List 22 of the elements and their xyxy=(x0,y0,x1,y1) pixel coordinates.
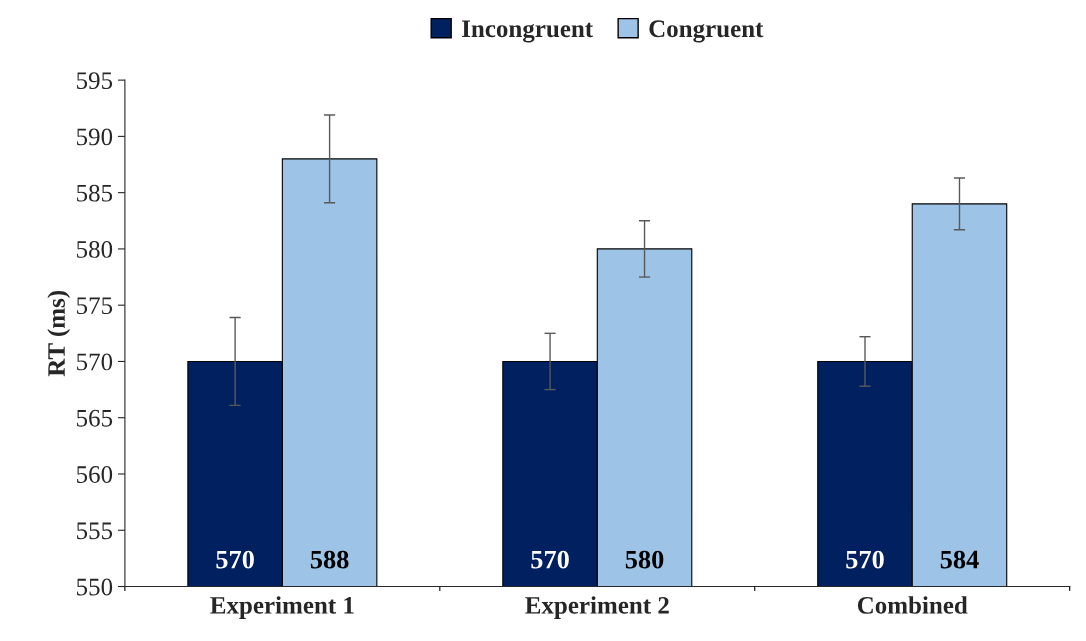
data-label: 570 xyxy=(846,550,884,569)
legend-label: Congruent xyxy=(649,20,764,43)
data-label: 570 xyxy=(531,550,569,569)
y-tick-label: 590 xyxy=(77,128,113,146)
data-label: 570 xyxy=(216,550,254,569)
x-tick-label: Experiment 1 xyxy=(210,596,354,619)
data-label: 584 xyxy=(940,550,979,569)
y-axis-title: RT (ms) xyxy=(47,290,71,377)
y-tick-label: 550 xyxy=(77,578,113,596)
x-tick-label: Combined xyxy=(857,596,968,614)
data-label: 588 xyxy=(310,550,349,569)
y-tick-label: 565 xyxy=(77,409,113,427)
y-tick-label: 570 xyxy=(77,353,113,371)
data-label: 580 xyxy=(625,550,664,569)
y-tick-label: 560 xyxy=(77,466,113,483)
y-tick-label: 595 xyxy=(77,72,113,90)
legend-label: Incongruent xyxy=(462,20,594,43)
y-tick-label: 585 xyxy=(77,184,113,202)
x-tick-label: Experiment 2 xyxy=(525,596,669,619)
y-tick-label: 580 xyxy=(77,240,113,258)
y-tick-label: 575 xyxy=(77,297,113,315)
y-tick-label: 555 xyxy=(77,522,113,540)
